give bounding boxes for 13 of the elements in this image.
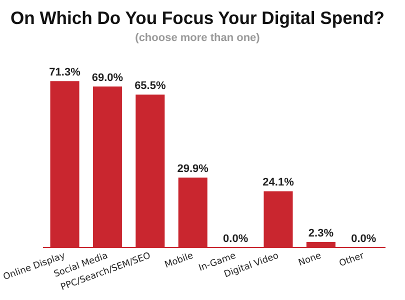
- data-label: 0.0%: [223, 232, 248, 245]
- data-label: 71.3%: [49, 66, 81, 79]
- data-label: 29.9%: [177, 163, 209, 176]
- chart-subtitle: (choose more than one): [135, 32, 260, 44]
- data-label: 69.0%: [92, 72, 124, 84]
- x-tick-label: Other: [338, 251, 366, 270]
- x-tick-label: Mobile: [164, 250, 196, 271]
- data-label: 24.1%: [262, 176, 294, 189]
- data-label: 2.3%: [308, 228, 334, 240]
- data-label: 0.0%: [351, 232, 376, 245]
- chart-title: On Which Do You Focus Your Digital Spend?: [10, 8, 384, 28]
- data-label: 65.5%: [134, 80, 166, 92]
- x-tick-label: None: [297, 250, 324, 269]
